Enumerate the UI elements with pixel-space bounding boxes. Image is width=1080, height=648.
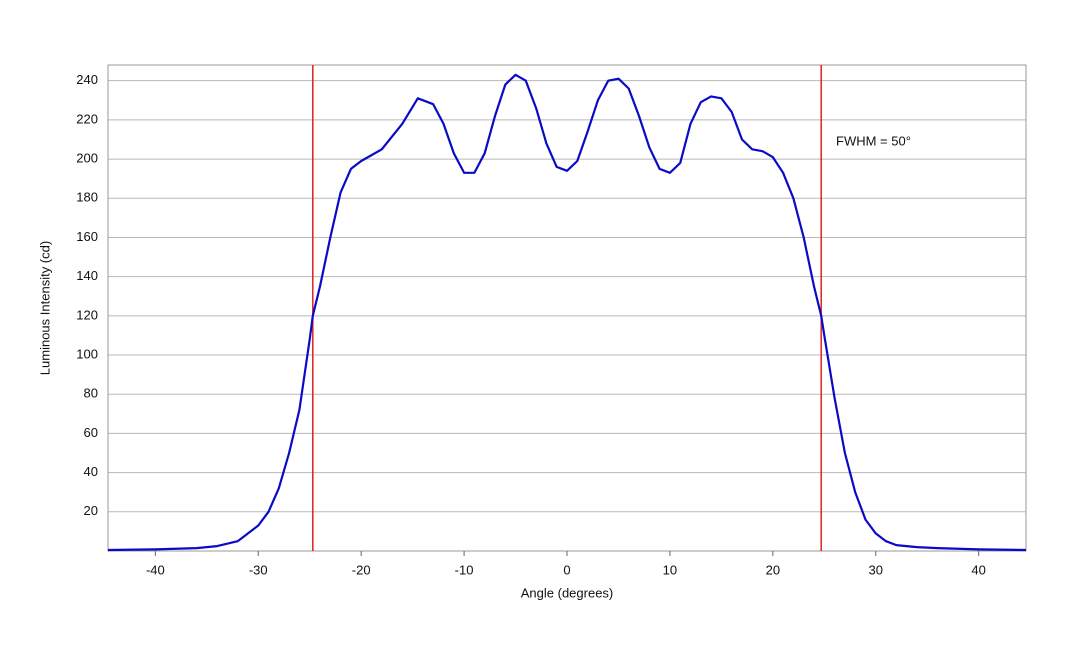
x-axis-label: Angle (degrees) <box>521 585 614 600</box>
annotation: FWHM = 50° <box>836 133 911 148</box>
x-tick-label: 0 <box>563 562 570 577</box>
x-tick-label: 40 <box>971 562 985 577</box>
x-tick-label: -30 <box>249 562 268 577</box>
y-axis-label: Luminous Intensity (cd) <box>37 241 52 375</box>
y-tick-label: 180 <box>76 190 98 205</box>
y-tick-label: 200 <box>76 151 98 166</box>
y-tick-label: 160 <box>76 229 98 244</box>
x-tick-label: -10 <box>455 562 474 577</box>
x-tick-label: -40 <box>146 562 165 577</box>
y-tick-label: 100 <box>76 346 98 361</box>
line-series <box>107 73 1027 552</box>
y-tick-label: 220 <box>76 111 98 126</box>
y-tick-label: 120 <box>76 307 98 322</box>
y-tick-label: 140 <box>76 268 98 283</box>
y-tick-label: 80 <box>84 386 98 401</box>
x-tick-label: 20 <box>766 562 780 577</box>
y-tick-label: 60 <box>84 425 98 440</box>
y-tick-label: 20 <box>84 503 98 518</box>
x-tick-label: -20 <box>352 562 371 577</box>
x-tick-label: 30 <box>869 562 883 577</box>
x-tick-label: 10 <box>663 562 677 577</box>
y-tick-label: 40 <box>84 464 98 479</box>
y-tick-label: 240 <box>76 72 98 87</box>
